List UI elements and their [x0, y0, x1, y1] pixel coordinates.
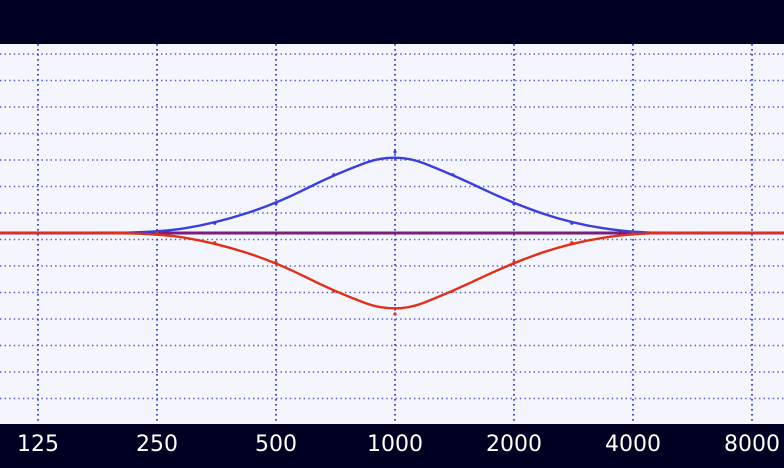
frequency-tick-label: 250: [136, 432, 178, 457]
curve-point: [512, 202, 516, 206]
curve-point: [512, 260, 516, 264]
frequency-axis: 125 250 500 1000 2000 4000 8000: [0, 424, 784, 468]
curve-point: [570, 241, 574, 245]
cut-curve-line: [0, 231, 784, 310]
curve-point: [274, 202, 278, 206]
response-curves: [0, 150, 784, 316]
curve-point: [213, 221, 217, 225]
top-bar: [0, 0, 784, 44]
curve-point: [451, 289, 455, 293]
curve-point: [393, 312, 397, 316]
curve-point: [332, 289, 336, 293]
eq-plot-area[interactable]: [0, 44, 784, 424]
frequency-tick-label: 1000: [367, 432, 423, 457]
curve-point: [274, 260, 278, 264]
frequency-tick-label: 125: [17, 432, 59, 457]
curve-point: [213, 241, 217, 245]
eq-response-graph: [0, 44, 784, 424]
frequency-tick-label: 500: [255, 432, 297, 457]
curve-point: [393, 150, 397, 154]
frequency-tick-label: 2000: [486, 432, 542, 457]
curve-point: [36, 231, 40, 235]
curve-point: [701, 231, 705, 235]
boost-curve-line: [0, 156, 784, 235]
frequency-tick-label: 4000: [605, 432, 661, 457]
frequency-tick-label: 8000: [724, 432, 780, 457]
curve-point: [155, 231, 159, 235]
curve-point: [570, 221, 574, 225]
curve-point: [631, 231, 635, 235]
curve-point: [332, 173, 336, 177]
curve-point: [451, 173, 455, 177]
